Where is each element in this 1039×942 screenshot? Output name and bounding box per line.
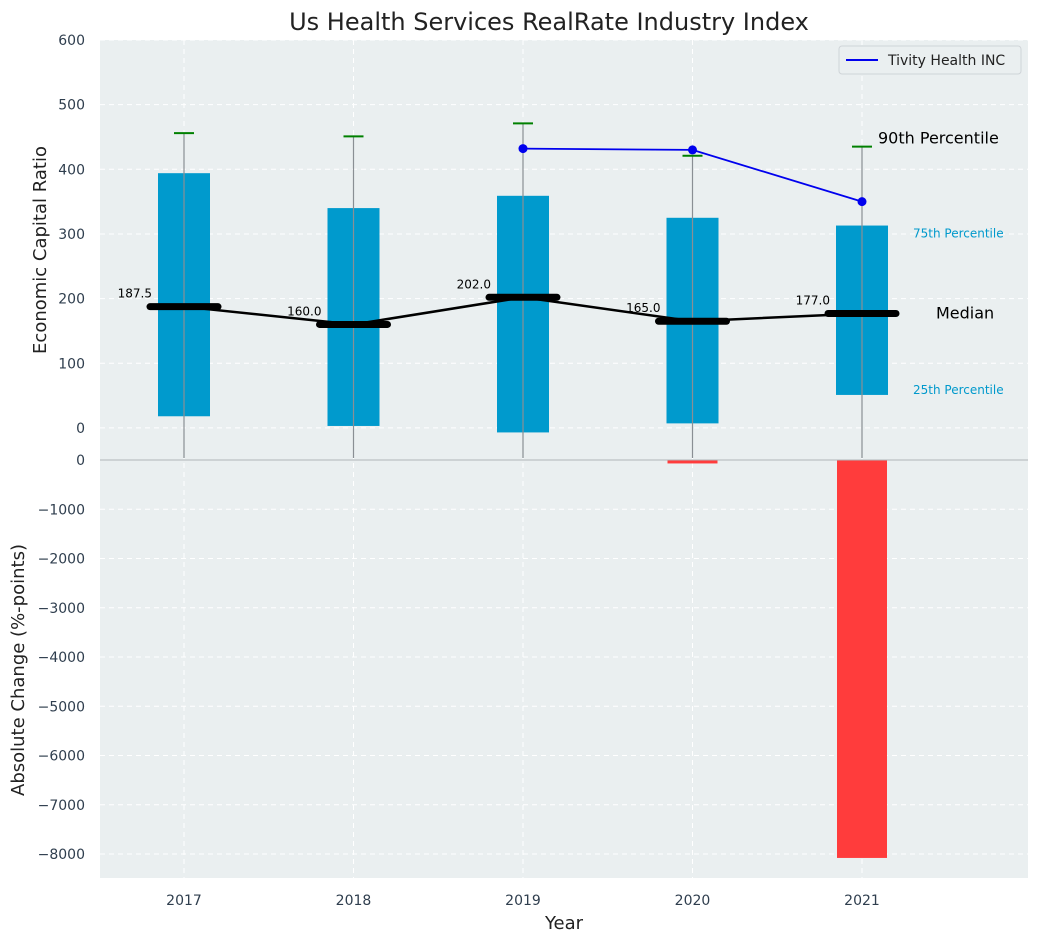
- top-y-tick-label: 200: [58, 292, 85, 308]
- top-y-tick-label: 400: [58, 162, 85, 178]
- bottom-y-tick-label: −7000: [38, 798, 85, 814]
- median-value-label: 202.0: [457, 277, 491, 291]
- bottom-y-tick-label: −5000: [38, 699, 85, 715]
- x-tick-label: 2020: [675, 893, 711, 909]
- change-bar: [837, 460, 887, 858]
- bottom-panel-background: [100, 460, 1028, 878]
- annotation-25th: 25th Percentile: [913, 383, 1004, 397]
- bottom-y-tick-label: −4000: [38, 650, 85, 666]
- top-y-tick-label: 600: [58, 33, 85, 49]
- legend-box: [838, 45, 1022, 75]
- annotation-75th: 75th Percentile: [913, 227, 1004, 241]
- bottom-y-tick-label: −8000: [38, 847, 85, 863]
- annotation-90th: 90th Percentile: [878, 129, 999, 148]
- company-series: [518, 144, 867, 207]
- percentile-annotations: 90th Percentile 75th Percentile Median 25th…: [878, 129, 1004, 397]
- company-point: [518, 144, 528, 154]
- top-y-tick-label: 0: [76, 421, 85, 437]
- median-value-label: 160.0: [287, 304, 321, 318]
- change-bars: [667, 460, 887, 858]
- legend-label: Tivity Health INC: [887, 53, 1005, 69]
- bottom-y-tick-label: −1000: [38, 502, 85, 518]
- median-value-label: 187.5: [118, 287, 152, 301]
- top-y-tick-label: 300: [58, 227, 85, 243]
- legend: Tivity Health INC: [838, 45, 1022, 75]
- bottom-y-tick-label: −2000: [38, 552, 85, 568]
- bottom-y-tick-label: −3000: [38, 601, 85, 617]
- x-tick-label: 2017: [166, 893, 202, 909]
- axis-ticks: 0 100 200 300 400 500 600 0 −1000 −2000 −3000 −4000…: [38, 33, 880, 909]
- x-tick-label: 2021: [844, 893, 880, 909]
- top-y-tick-label: 100: [58, 356, 85, 372]
- top-y-axis-label: Economic Capital Ratio: [30, 146, 51, 354]
- median-value-label: 165.0: [626, 301, 660, 315]
- x-tick-label: 2019: [505, 893, 541, 909]
- bottom-y-tick-label: −6000: [38, 749, 85, 765]
- company-point: [857, 197, 867, 207]
- median-value-label: 177.0: [796, 293, 830, 307]
- chart-title: Us Health Services RealRate Industry Ind…: [289, 8, 809, 36]
- company-point: [688, 145, 697, 155]
- change-bar: [667, 460, 718, 464]
- x-tick-label: 2018: [336, 893, 372, 909]
- bottom-y-tick-label: 0: [76, 453, 85, 469]
- bottom-y-axis-label: Absolute Change (%-points): [8, 544, 29, 796]
- x-axis-label: Year: [544, 913, 584, 934]
- top-y-tick-label: 500: [58, 98, 85, 114]
- median-series: 187.5 160.0 202.0 165.0 177.0: [118, 277, 900, 328]
- top-panel-background: [100, 40, 1028, 460]
- annotation-median: Median: [936, 303, 994, 322]
